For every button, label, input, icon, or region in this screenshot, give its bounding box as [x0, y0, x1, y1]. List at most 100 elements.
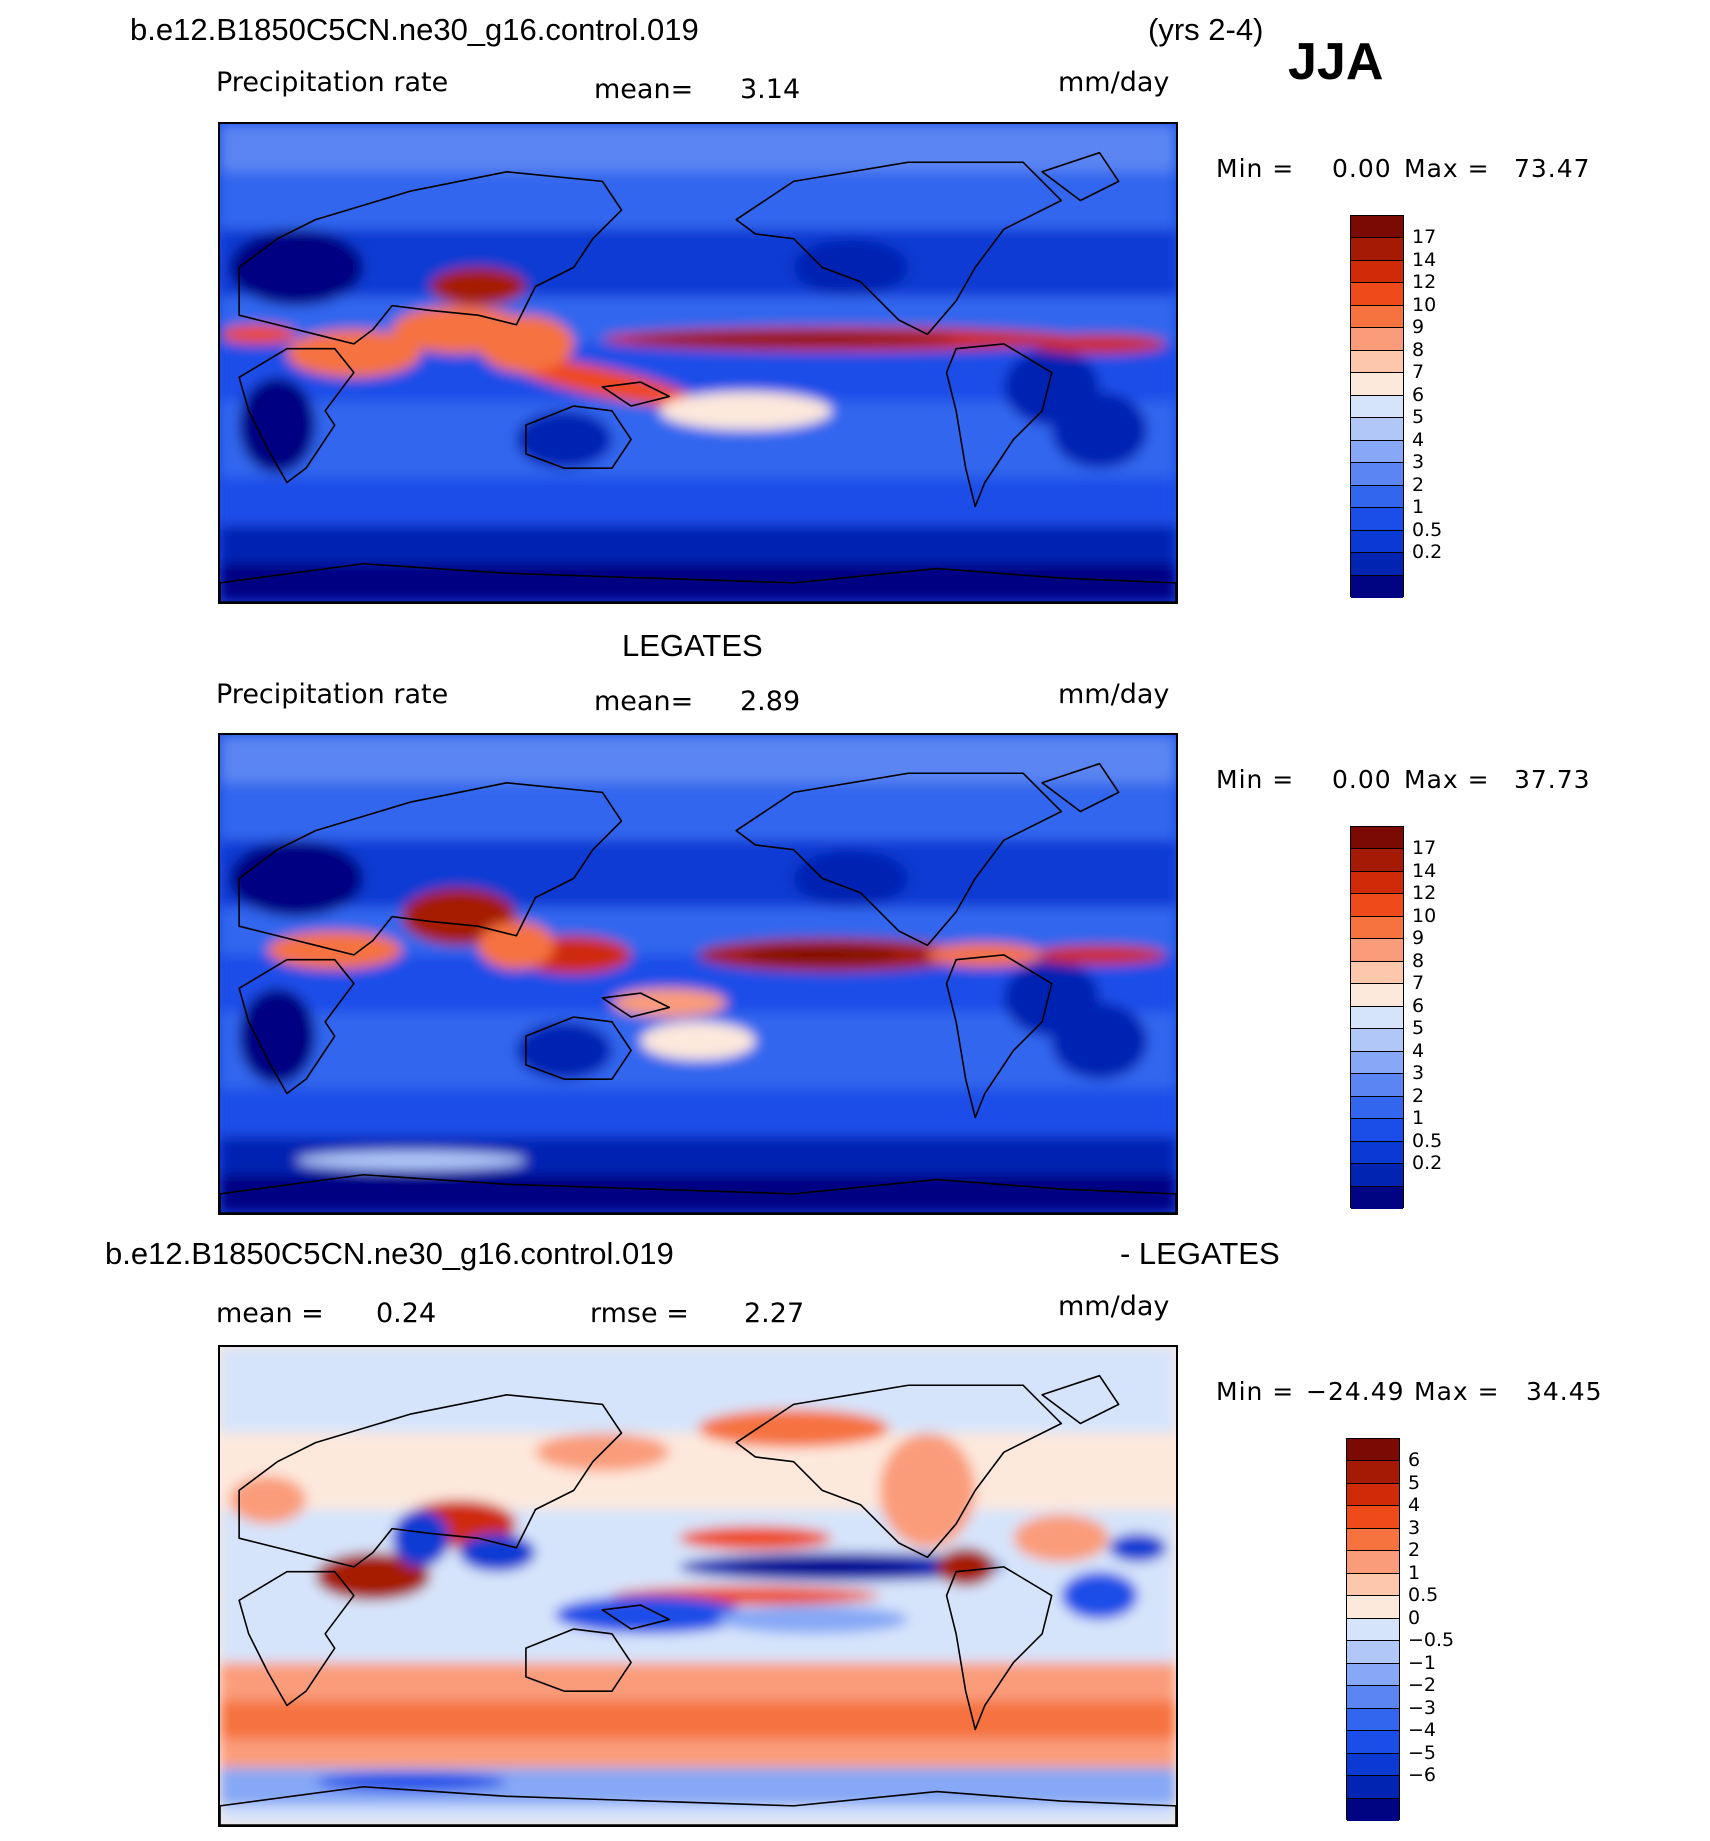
colorbar-swatch	[1347, 1573, 1399, 1597]
field-blob	[1061, 1571, 1138, 1620]
colorbar-tick-label: −2	[1408, 1674, 1437, 1697]
colorbar-tick-label: 2	[1412, 473, 1425, 496]
panel1-map	[218, 122, 1178, 604]
coastline	[238, 1570, 355, 1707]
colorbar-swatch	[1351, 1029, 1403, 1052]
field-band	[220, 735, 1176, 783]
field-band	[220, 229, 1176, 297]
colorbar-swatch	[1351, 553, 1403, 576]
panel3-mean-value: 0.24	[376, 1298, 437, 1329]
coastline	[238, 170, 623, 345]
coastline	[1041, 151, 1120, 202]
field-blob	[1109, 1533, 1167, 1563]
panel2-min-value: 0.00	[1332, 765, 1392, 794]
panel3-units: mm/day	[1058, 1291, 1170, 1322]
field-blob	[793, 238, 909, 297]
field-blob	[478, 921, 555, 970]
coastline	[238, 1393, 623, 1568]
colorbar-swatch	[1351, 350, 1403, 374]
field-blob	[640, 1021, 756, 1061]
colorbar-swatch	[1351, 463, 1403, 486]
colorbar-swatch	[1351, 871, 1403, 895]
colorbar-swatch	[1351, 283, 1403, 306]
field-blob	[1051, 391, 1148, 469]
panel2-mean-label: mean=	[594, 686, 694, 717]
field-blob	[508, 357, 696, 407]
colorbar-tick-label: 17	[1412, 226, 1437, 249]
field-blob	[554, 1595, 746, 1634]
colorbar-swatch	[1351, 305, 1403, 329]
panel3-map	[218, 1345, 1178, 1827]
coastlines	[220, 151, 1176, 602]
colorbar-tick-label: 10	[1412, 904, 1437, 927]
field-blob	[879, 1433, 976, 1548]
colorbar-swatch	[1351, 1119, 1403, 1142]
colorbar-tick-label: −3	[1408, 1696, 1437, 1719]
colorbar-tick-label: 14	[1412, 248, 1437, 271]
field-blob	[678, 1526, 832, 1551]
colorbar-swatch	[1351, 1186, 1403, 1209]
colorbar-swatch	[1347, 1776, 1399, 1799]
field-blob	[726, 1561, 918, 1573]
panel3-rmse-label: rmse =	[590, 1298, 689, 1329]
colorbar-swatch	[1347, 1596, 1399, 1619]
panel2-colorbar	[1350, 826, 1404, 1209]
field-band	[220, 1088, 1176, 1137]
field-band	[220, 782, 1176, 841]
field-blob	[659, 391, 832, 430]
colorbar-swatch	[1351, 894, 1403, 917]
field-blob	[927, 942, 1043, 967]
colorbar-swatch	[1347, 1641, 1399, 1664]
years-label: (yrs 2-4)	[1148, 12, 1264, 47]
panel1-variable: Precipitation rate	[216, 67, 449, 98]
colorbar-swatch	[1351, 238, 1403, 261]
panel3-title: b.e12.B1850C5CN.ne30_g16.control.019	[105, 1236, 674, 1271]
colorbar-tick-label: 3	[1412, 451, 1425, 474]
field-band	[220, 840, 1176, 908]
field-blob	[611, 988, 727, 1018]
coastline	[220, 562, 1176, 602]
colorbar-swatch	[1351, 939, 1403, 962]
precip-field	[220, 124, 1176, 602]
colorbar-swatch	[1351, 1141, 1403, 1165]
field-band	[220, 477, 1176, 526]
colorbar-swatch	[1351, 849, 1403, 872]
case-title: b.e12.B1850C5CN.ne30_g16.control.019	[130, 12, 699, 47]
colorbar-swatch	[1347, 1551, 1399, 1574]
panel1-colorbar	[1350, 215, 1404, 598]
panel2-min-label: Min =	[1216, 765, 1295, 794]
coastline	[945, 1566, 1053, 1731]
panel3-rmse-value: 2.27	[744, 1298, 805, 1329]
colorbar-swatch	[1347, 1461, 1399, 1484]
field-band	[220, 1347, 1176, 1434]
field-blob	[745, 947, 899, 963]
field-blob	[430, 267, 526, 306]
panel1-min-label: Min =	[1216, 154, 1295, 183]
colorbar-swatch	[1351, 418, 1403, 441]
colorbar-swatch	[1351, 530, 1403, 554]
field-blob	[220, 324, 297, 344]
panel3-colorbar	[1346, 1438, 1400, 1821]
colorbar-swatch	[1351, 1006, 1403, 1030]
colorbar-tick-label: 0.2	[1412, 541, 1443, 564]
field-blob	[1051, 1002, 1148, 1080]
colorbar-tick-label: 14	[1412, 859, 1437, 882]
panel2-mean-value: 2.89	[740, 686, 801, 717]
colorbar-tick-label: 6	[1412, 994, 1425, 1017]
field-blob	[392, 1509, 450, 1567]
colorbar-tick-label: −4	[1408, 1719, 1437, 1742]
coastlines	[220, 1374, 1176, 1825]
panel3-title-suffix: - LEGATES	[1120, 1236, 1280, 1271]
field-band	[220, 124, 1176, 172]
precip-field	[220, 735, 1176, 1213]
field-blob	[229, 229, 364, 306]
coastline	[601, 1604, 671, 1630]
colorbar-tick-label: 17	[1412, 837, 1437, 860]
colorbar-swatch	[1351, 575, 1403, 598]
colorbar-tick-label: 3	[1412, 1062, 1425, 1085]
coastlines	[220, 762, 1176, 1213]
colorbar-tick-label: 4	[1412, 428, 1425, 451]
colorbar-tick-label: 2	[1408, 1539, 1421, 1562]
field-blob	[229, 840, 364, 917]
colorbar-swatch	[1351, 216, 1403, 239]
